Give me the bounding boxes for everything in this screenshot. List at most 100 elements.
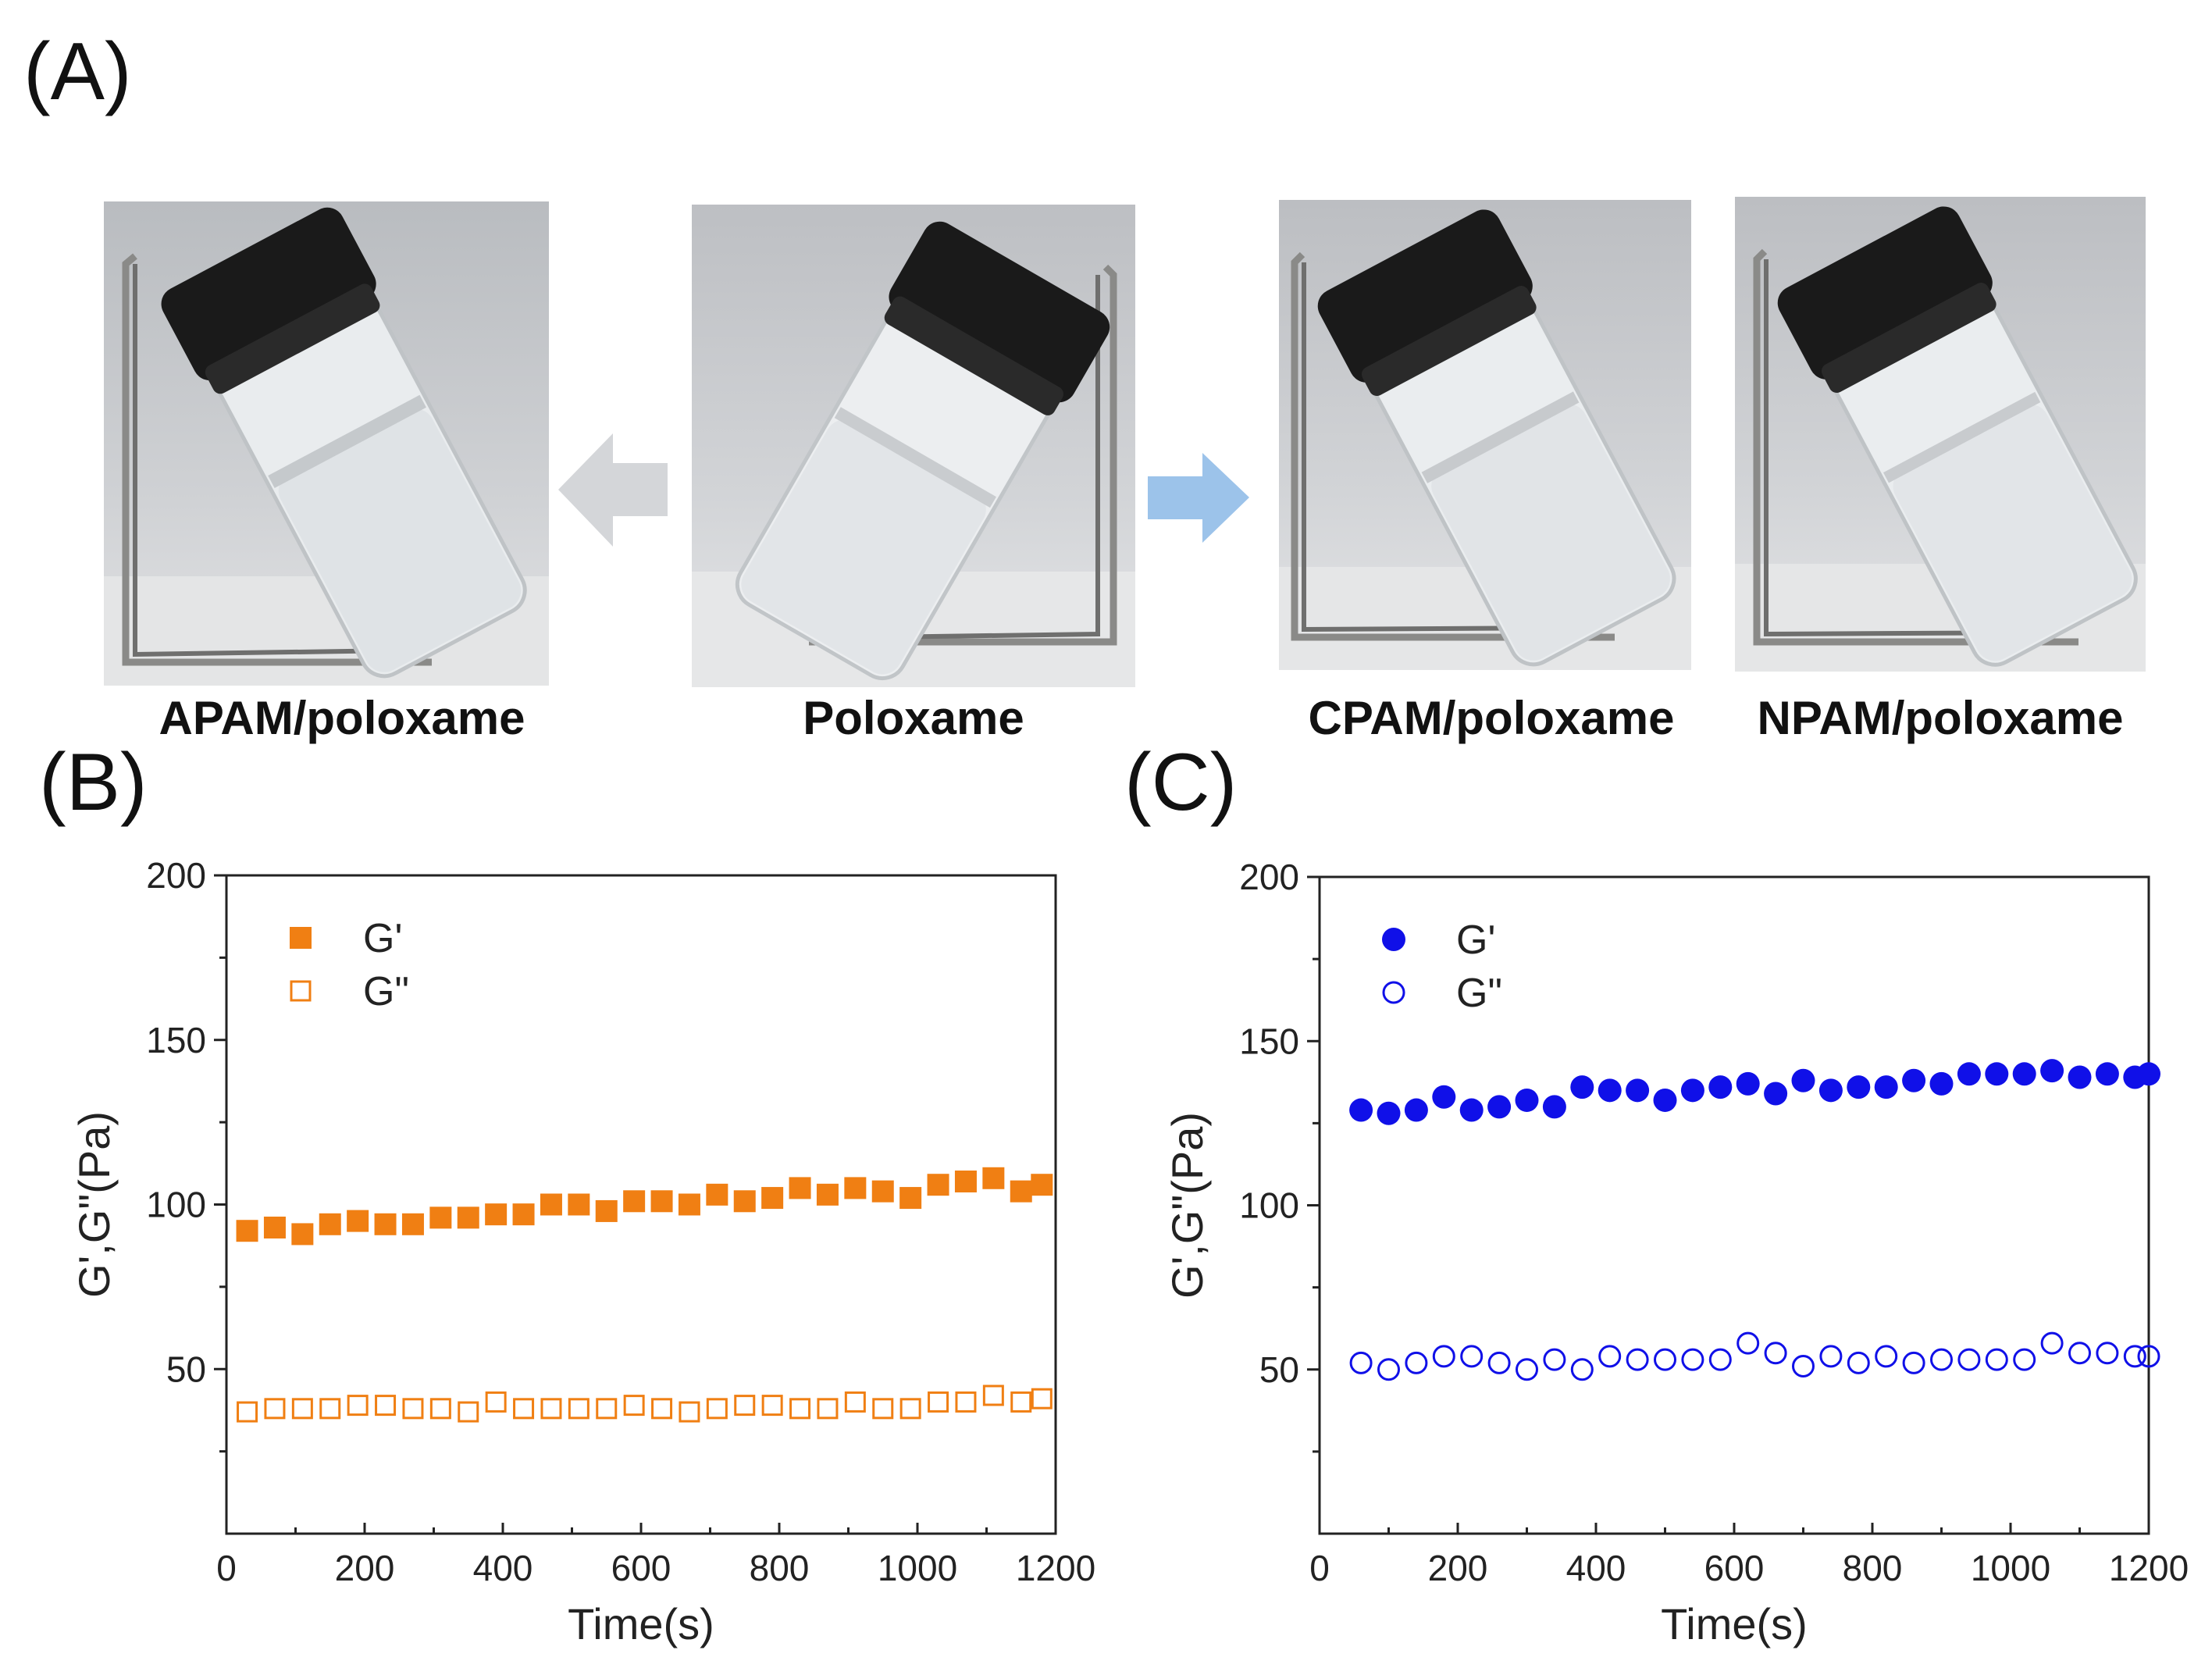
chart-c-legend-label-0: G': [1456, 918, 1495, 963]
chart-c-series-1-point: [2137, 1345, 2160, 1368]
chart-c-x-tick-label: 800: [1843, 1548, 1903, 1588]
chart-c-series-0-point: [1542, 1095, 1566, 1119]
arrow-right-icon: [1148, 453, 1249, 543]
chart-c-x-tick-label: 200: [1428, 1548, 1488, 1588]
chart-c-series-0-point: [1874, 1075, 1898, 1099]
chart-b-x-axis-title: Time(s): [568, 1599, 714, 1648]
chart-c-x-tick-label: 1200: [2109, 1548, 2189, 1588]
chart-c-series-1-point: [1902, 1351, 1925, 1374]
chart-c-legend-marker-0: [1382, 928, 1405, 951]
chart-b-series-0-point: [263, 1217, 286, 1239]
chart-b-series-1-point: [679, 1401, 700, 1423]
chart-c-series-0-point: [1985, 1062, 2009, 1086]
chart-b-series-0-point: [512, 1203, 535, 1226]
chart-b-series-0-point: [401, 1213, 424, 1235]
panel-label-a: (A): [23, 27, 132, 117]
chart-c-svg: 0 200 400 600 800 1000 1200 50 100 150 200 Time(s) G…: [1163, 857, 2189, 1648]
chart-c-series-1-point: [1405, 1351, 1428, 1374]
chart-c-series-0-point: [1626, 1078, 1650, 1103]
chart-b-series-1-point: [596, 1398, 618, 1420]
chart-b-legend-marker-1: [290, 980, 312, 1002]
chart-c-series-0-point: [1653, 1088, 1677, 1112]
chart-b-series-0-point: [595, 1199, 618, 1222]
chart-b-series-1-point: [1010, 1391, 1032, 1413]
arrow-left-shape: [558, 433, 668, 547]
chart-b-series-1-point: [402, 1398, 424, 1420]
chart-c-series-0-point: [2040, 1059, 2064, 1083]
chart-b-series-1-point: [899, 1398, 921, 1420]
chart-b-series-1-point: [706, 1398, 728, 1420]
chart-b-series-1-point: [982, 1385, 1004, 1406]
chart-c-series-0-point: [1598, 1078, 1622, 1103]
chart-b-series-1-point: [291, 1398, 313, 1420]
chart-b-y-tick-label: 100: [146, 1185, 206, 1225]
chart-c-series-0-point: [1818, 1078, 1843, 1103]
chart-b-series-0-point: [319, 1213, 341, 1235]
chart-b-series-1-point: [319, 1398, 341, 1420]
chart-b-series-0-point: [429, 1206, 452, 1229]
chart-c-series-1-point: [1875, 1345, 1898, 1368]
chart-c-series-0-point: [1929, 1071, 1954, 1096]
chart-c-x-tick-label: 1000: [1971, 1548, 2050, 1588]
chart-c-series-0-point: [2012, 1062, 2036, 1086]
chart-b-series-0-point: [540, 1193, 562, 1216]
chart-c-series-1-point: [1847, 1351, 1870, 1374]
chart-b-series-0-point: [982, 1167, 1005, 1189]
chart-c-series-1-point: [1819, 1345, 1843, 1368]
chart-c-series-1-point: [1543, 1348, 1566, 1371]
panel-label-c: (C): [1124, 737, 1238, 828]
chart-b-series-1-point: [237, 1401, 258, 1423]
chart-c-series-0-point: [1432, 1085, 1456, 1109]
chart-b-series-1-point: [734, 1395, 756, 1417]
chart-c-series-1-point: [2013, 1348, 2036, 1371]
chart-c-series-1-point: [1792, 1355, 1815, 1378]
chart-b-series-1-point: [928, 1391, 949, 1413]
chart-b-y-tick-label: 200: [146, 855, 206, 896]
chart-c-y-tick-label: 50: [1259, 1349, 1299, 1390]
chart-c-series-0-point: [1570, 1075, 1594, 1099]
chart-c-series-0-point: [1847, 1075, 1871, 1099]
chart-c-series-0-point: [1349, 1098, 1373, 1122]
chart-b-series-1-point: [264, 1398, 286, 1420]
chart-b-series-0-point: [236, 1220, 258, 1242]
chart-c-series-1-point: [1460, 1345, 1484, 1368]
chart-c-series-0-point: [1764, 1082, 1788, 1106]
chart-b-series-1-point: [844, 1391, 866, 1413]
chart-b-series-0-point: [1031, 1174, 1053, 1196]
chart-c-y-axis-title: G',G"(Pa): [1163, 1112, 1212, 1299]
chart-b-series-1-point: [347, 1395, 369, 1417]
chart-b-series-0-point: [789, 1177, 811, 1199]
chart-b-series-0-point: [733, 1190, 756, 1213]
arrow-left-icon: [558, 433, 668, 547]
chart-b-series-0-point: [374, 1213, 397, 1235]
chart-c-series-1-point: [1708, 1348, 1732, 1371]
photo-apam-poloxame: [104, 201, 549, 686]
chart-c-series-0-point: [2068, 1065, 2092, 1089]
chart-c-legend-marker-1: [1382, 981, 1405, 1004]
chart-c-series-0-point: [1515, 1088, 1539, 1112]
photo-cpam-poloxame: [1279, 200, 1691, 670]
chart-c-series-1-point: [1681, 1348, 1704, 1371]
chart-b-series-1-point: [623, 1395, 645, 1417]
chart-b-series-1-point: [568, 1398, 590, 1420]
chart-b-y-axis-title: G',G"(Pa): [69, 1111, 119, 1298]
chart-c-series-0-point: [1791, 1068, 1815, 1092]
panel-label-b: (B): [39, 737, 148, 828]
chart-b-series-0-point: [706, 1183, 728, 1206]
chart-b-series-0-point: [347, 1210, 369, 1232]
chart-b-series-1-point: [540, 1398, 562, 1420]
chart-b-series-1-point: [789, 1398, 811, 1420]
chart-c: 0 200 400 600 800 1000 1200 50 100 150 200 Time(s) G…: [1101, 843, 2212, 1671]
chart-c-x-tick-label: 600: [1704, 1548, 1765, 1588]
chart-c-series-1-point: [1626, 1348, 1649, 1371]
chart-b-series-1-point: [458, 1401, 479, 1423]
chart-c-series-1-point: [1764, 1342, 1787, 1365]
chart-c-series-0-point: [1957, 1062, 1981, 1086]
chart-c-x-tick-label: 400: [1566, 1548, 1626, 1588]
chart-b-legend-marker-0: [290, 927, 312, 949]
chart-c-x-axis-title: Time(s): [1661, 1599, 1808, 1648]
photo-poloxame: [692, 205, 1135, 687]
chart-b-series-1-point: [375, 1395, 397, 1417]
chart-b-series-0-point: [650, 1190, 673, 1213]
chart-b-y-tick-label: 50: [166, 1349, 206, 1389]
